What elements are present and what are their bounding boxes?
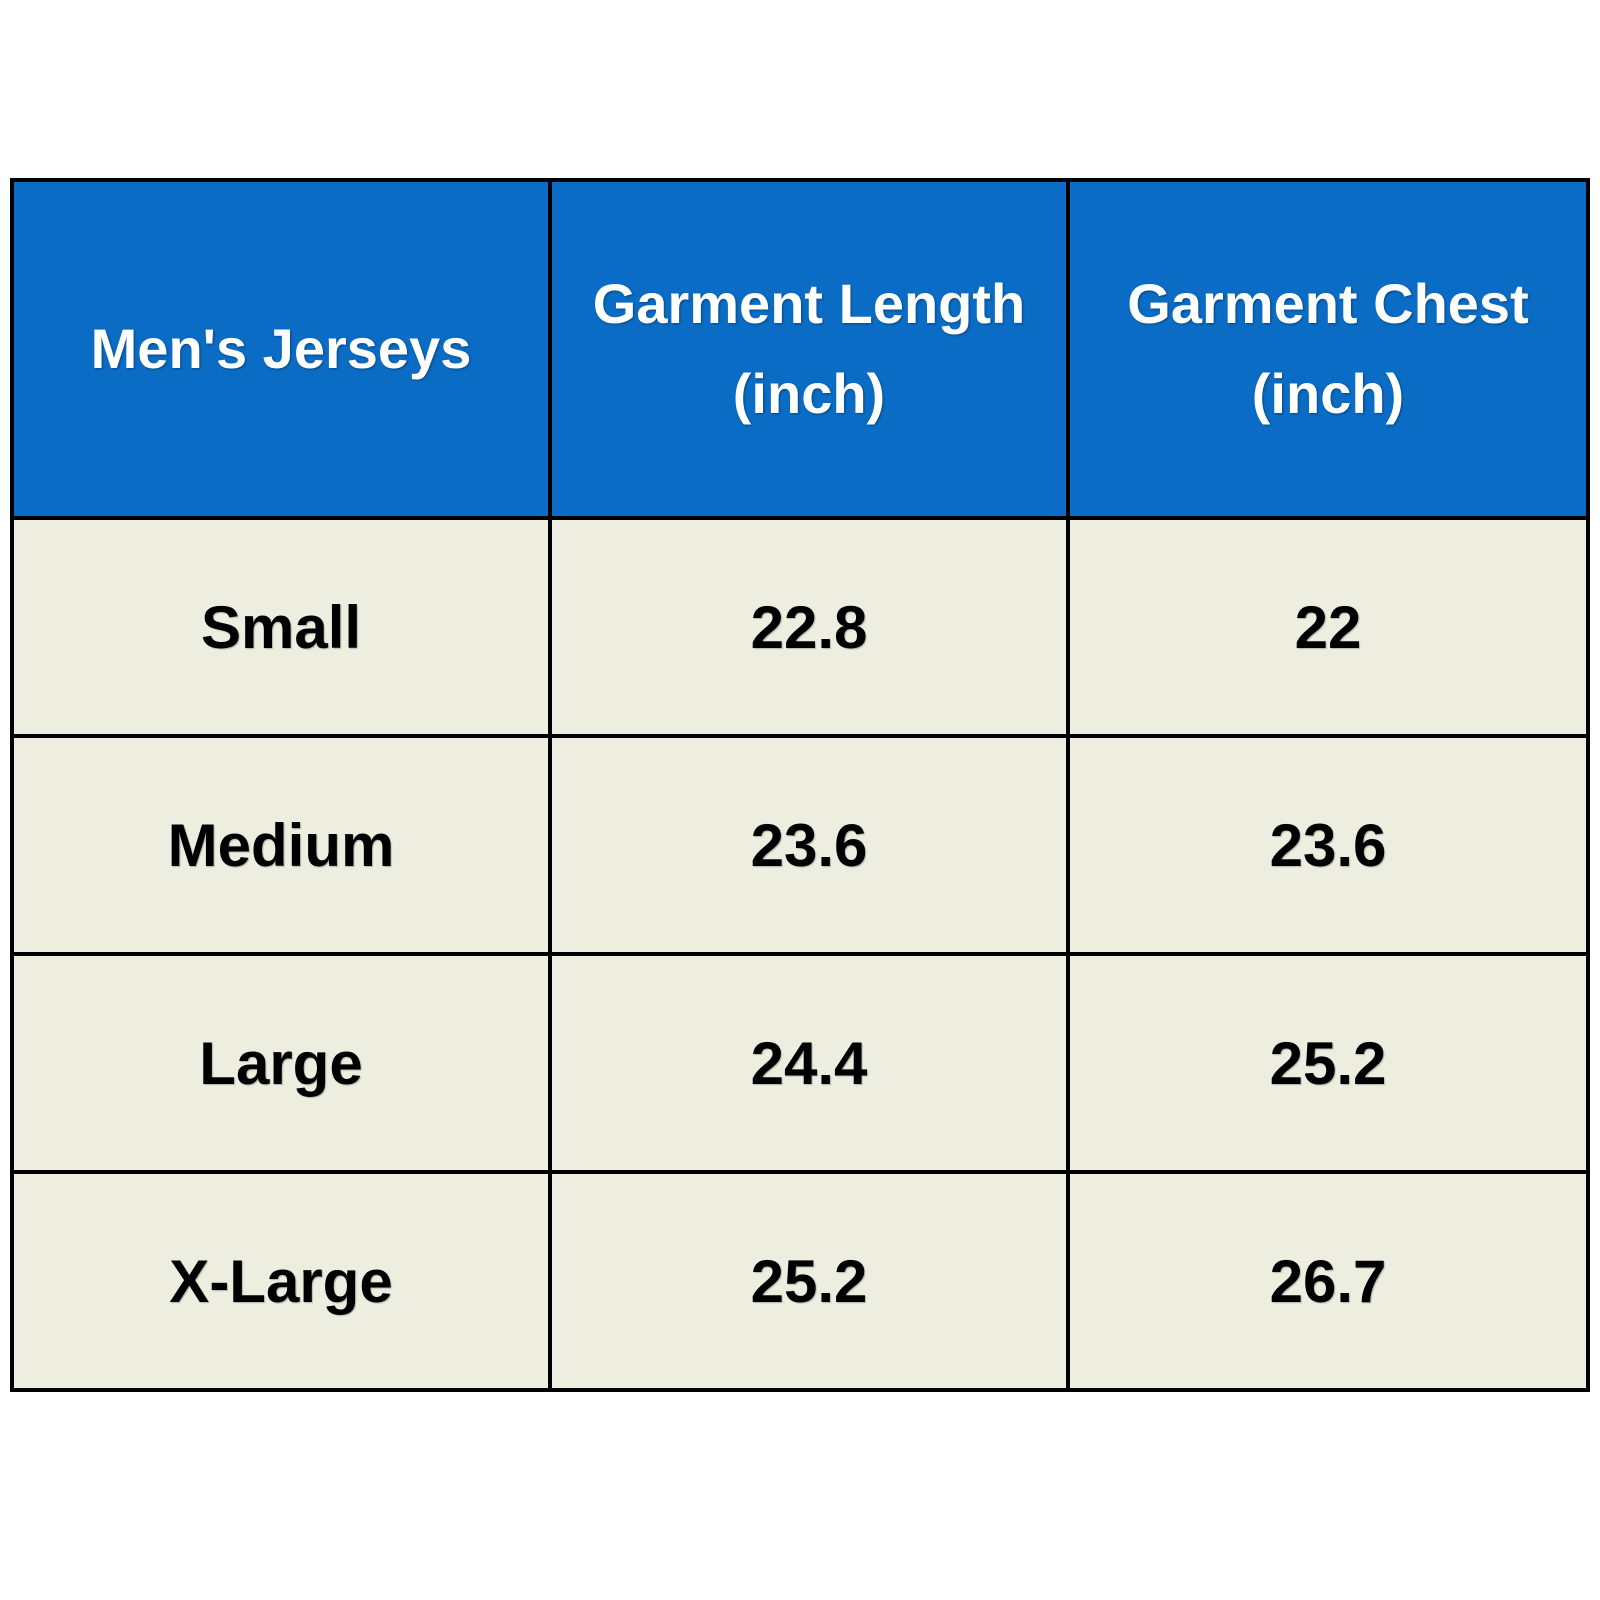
size-cell: X-Large xyxy=(10,1170,552,1392)
header-label: Men's Jerseys xyxy=(90,317,472,380)
header-cell-jersey-size: Men's Jerseys xyxy=(10,178,552,520)
length-cell: 24.4 xyxy=(548,952,1070,1174)
size-cell: Large xyxy=(10,952,552,1174)
header-cell-garment-chest: Garment Chest (inch) xyxy=(1066,178,1590,520)
size-chart-table: Men's Jerseys Garment Length (inch) Garm… xyxy=(10,178,1590,1392)
header-row: Men's Jerseys Garment Length (inch) Garm… xyxy=(10,178,1590,520)
header-unit: (inch) xyxy=(732,362,886,425)
table-row: X-Large 25.2 26.7 xyxy=(10,1170,1590,1392)
size-cell: Small xyxy=(10,516,552,738)
length-cell: 25.2 xyxy=(548,1170,1070,1392)
header-cell-garment-length: Garment Length (inch) xyxy=(548,178,1070,520)
header-label: Garment Length xyxy=(592,272,1026,335)
table-row: Large 24.4 25.2 xyxy=(10,952,1590,1174)
chest-cell: 23.6 xyxy=(1066,734,1590,956)
header-unit: (inch) xyxy=(1251,362,1405,425)
header-label: Garment Chest xyxy=(1127,272,1529,335)
chest-cell: 25.2 xyxy=(1066,952,1590,1174)
size-cell: Medium xyxy=(10,734,552,956)
chest-cell: 26.7 xyxy=(1066,1170,1590,1392)
table-row: Small 22.8 22 xyxy=(10,516,1590,738)
length-cell: 22.8 xyxy=(548,516,1070,738)
table-row: Medium 23.6 23.6 xyxy=(10,734,1590,956)
length-cell: 23.6 xyxy=(548,734,1070,956)
chest-cell: 22 xyxy=(1066,516,1590,738)
